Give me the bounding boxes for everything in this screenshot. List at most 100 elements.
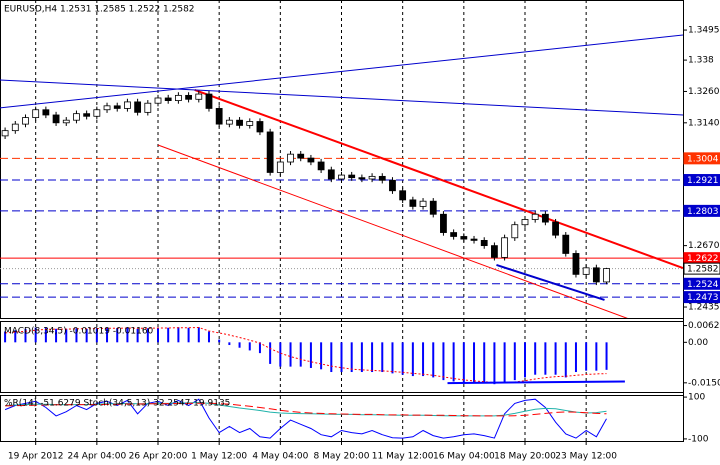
candle-body xyxy=(93,109,101,117)
candle-body xyxy=(491,245,498,258)
trend-line xyxy=(0,79,683,116)
y-tick-label: -0.0150 xyxy=(688,378,720,388)
candle-body xyxy=(276,161,284,173)
candle-body xyxy=(164,97,172,101)
level-label: 1.2582 xyxy=(687,265,719,275)
indicator-title: MACD(8,34,5) -0.01019 -0.01160 xyxy=(4,327,154,337)
candle-body xyxy=(450,232,458,237)
candle-body xyxy=(1,130,9,137)
candle-body xyxy=(348,174,356,179)
candle-body xyxy=(562,234,570,254)
trend-line xyxy=(157,144,628,318)
candle-body xyxy=(256,121,264,133)
candle-body xyxy=(83,113,91,117)
x-tick-label: 11 May 12:00 xyxy=(372,452,434,462)
y-tick-label: 100 xyxy=(688,393,705,403)
trend-line xyxy=(194,88,683,270)
candle-body xyxy=(480,239,488,247)
x-tick-label: 19 Apr 2012 xyxy=(8,452,64,462)
candle-body xyxy=(62,119,70,124)
y-tick-label: 1.338 xyxy=(688,56,714,66)
x-tick-label: 24 Apr 04:00 xyxy=(67,452,126,462)
x-tick-label: 8 May 20:00 xyxy=(314,452,370,462)
y-tick-label: 0.00621 xyxy=(688,321,720,331)
y-tick-label: 1.3140 xyxy=(688,118,720,128)
candle-body xyxy=(378,175,386,181)
candle-body xyxy=(419,200,427,207)
trend-line xyxy=(447,380,625,385)
candle-body xyxy=(572,253,580,275)
chart-title: EURUSD,H4 1.2531 1.2585 1.2522 1.2582 xyxy=(4,5,195,15)
trend-line xyxy=(496,264,605,301)
candle-body xyxy=(195,93,203,100)
x-tick-label: 26 Apr 20:00 xyxy=(129,452,188,462)
candle-body xyxy=(389,179,396,192)
candle-body xyxy=(124,101,131,109)
candle-body xyxy=(592,267,600,283)
candle-body xyxy=(470,238,478,241)
y-tick-label: 1.2670 xyxy=(688,241,720,251)
candle-body xyxy=(297,153,305,159)
candle-body xyxy=(22,117,29,125)
candle-body xyxy=(185,94,192,100)
level-label: 1.2622 xyxy=(687,254,719,264)
x-tick-label: 1 May 12:00 xyxy=(191,452,247,462)
candle-body xyxy=(368,175,376,180)
candle-body xyxy=(32,109,40,118)
x-tick-label: 4 May 04:00 xyxy=(252,452,308,462)
level-label-box xyxy=(683,291,720,304)
level-label-box xyxy=(683,152,720,165)
candle-body xyxy=(225,119,233,125)
candle-body xyxy=(358,177,366,180)
candle-body xyxy=(429,200,437,215)
candle-body xyxy=(317,161,325,171)
candle-body xyxy=(531,213,539,220)
y-tick-label: 1.2435 xyxy=(688,303,720,313)
level-label-box xyxy=(683,204,720,217)
candle-body xyxy=(409,199,417,207)
candle-body xyxy=(134,101,142,113)
candle-body xyxy=(582,267,590,275)
candle-body xyxy=(42,109,50,116)
candle-body xyxy=(521,219,529,226)
candle-body xyxy=(215,108,223,125)
candle-body xyxy=(501,237,509,258)
trend-line xyxy=(0,34,683,109)
level-label: 1.2921 xyxy=(687,176,719,186)
level-label-box xyxy=(683,262,720,275)
x-tick-label: 23 May 12:00 xyxy=(555,452,617,462)
x-tick-label: 16 May 04:00 xyxy=(433,452,495,462)
candle-body xyxy=(460,236,468,240)
indicator-line xyxy=(5,401,607,417)
candle-body xyxy=(236,119,243,126)
candle-body xyxy=(113,105,121,109)
candle-body xyxy=(266,131,274,173)
candle-body xyxy=(603,268,610,283)
y-tick-label: 1.3495 xyxy=(688,26,720,36)
candle-body xyxy=(399,190,407,201)
indicator-line xyxy=(4,398,607,439)
candle-body xyxy=(511,224,519,239)
candle-body xyxy=(52,114,60,124)
level-label-box xyxy=(683,174,720,187)
candle-body xyxy=(541,213,549,223)
candle-body xyxy=(174,94,182,101)
candle-body xyxy=(154,97,162,104)
candle-body xyxy=(246,121,254,126)
candle-body xyxy=(287,153,294,163)
indicator-title: %R(14) -51.6279 Stoch(34,5,13) 32.2547 1… xyxy=(4,399,230,409)
candle-body xyxy=(307,157,315,163)
indicator-line xyxy=(5,402,607,417)
candle-body xyxy=(11,123,19,132)
candle-body xyxy=(144,102,152,113)
level-label-box xyxy=(683,277,720,290)
level-label: 1.3004 xyxy=(687,154,719,164)
candle-body xyxy=(440,213,447,233)
candle-body xyxy=(552,221,559,236)
candle-body xyxy=(327,169,335,180)
y-tick-label: 1.3260 xyxy=(688,87,720,97)
candle-body xyxy=(73,113,80,121)
